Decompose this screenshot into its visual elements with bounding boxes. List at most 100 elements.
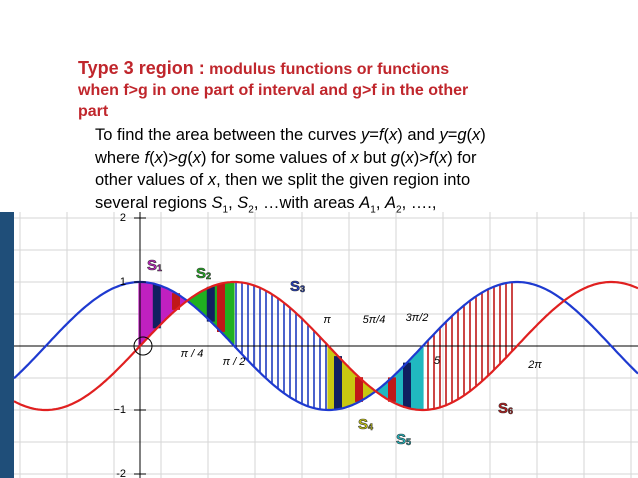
region-index: 5 — [406, 437, 411, 447]
region-label: S5 — [396, 431, 411, 448]
text-run: but — [358, 148, 391, 167]
text-run: g — [457, 126, 467, 144]
text-run: ) for some values of — [200, 148, 351, 167]
region-index: 1 — [157, 263, 162, 273]
text-run: y — [361, 126, 370, 144]
text-run: y — [439, 126, 448, 144]
text-run: , — [375, 193, 386, 212]
text-run: ) and — [397, 126, 440, 144]
text-run: g — [390, 148, 400, 167]
region-index: 3 — [300, 284, 305, 294]
text-run: ( — [149, 148, 155, 167]
text-run: ) — [480, 126, 486, 144]
title-line: part — [78, 103, 109, 120]
strip — [217, 283, 225, 332]
text-run: , then we split the given region into — [216, 171, 471, 189]
body-line: several regions S1, S2, …with areas A1, … — [95, 192, 486, 222]
region-index: 2 — [206, 271, 211, 281]
strip — [172, 293, 180, 310]
x-label: π — [323, 314, 331, 326]
body-line: other values of x, then we split the giv… — [95, 169, 486, 192]
text-run: S — [211, 193, 223, 212]
text-run: A — [385, 193, 397, 212]
text-run: where — [95, 148, 145, 167]
y-label: 2 — [120, 212, 126, 224]
text-run: x — [472, 126, 481, 144]
text-run: )> — [162, 148, 179, 167]
text-run: , …., — [401, 193, 437, 212]
region-letter: S — [147, 257, 157, 274]
region-label: S1 — [147, 257, 162, 274]
body-line: where f(x)>g(x) for some values of x but… — [95, 147, 486, 170]
sin-curve — [13, 280, 638, 412]
x-label: 2π — [527, 359, 542, 371]
text-run: f — [144, 148, 150, 167]
y-label: −1 — [113, 404, 126, 416]
region-letter: S — [290, 278, 300, 295]
subscript: 2 — [248, 203, 254, 215]
strip — [355, 377, 363, 402]
strip — [206, 286, 215, 322]
y-label: 1 — [120, 276, 126, 288]
text-run: other values of — [95, 171, 208, 189]
region-index: 6 — [508, 406, 513, 416]
strip — [334, 356, 342, 410]
body-line: To find the area between the curves y=f(… — [95, 124, 486, 147]
text-run: x — [192, 148, 201, 167]
text-run: , …with areas — [253, 193, 360, 212]
region-index: 4 — [368, 422, 373, 432]
region-label: S4 — [358, 416, 373, 433]
text-run: f — [378, 126, 384, 144]
region-label: S2 — [196, 265, 211, 282]
text-run: g — [178, 148, 188, 167]
subscript: 1 — [370, 203, 376, 215]
text-run: x — [207, 171, 217, 189]
region-letter: S — [358, 416, 368, 433]
text-run: x — [154, 148, 163, 167]
x-label: 3π/2 — [406, 312, 429, 324]
region-label: S3 — [290, 278, 305, 295]
text-run: = — [369, 126, 379, 144]
text-run: ( — [466, 126, 473, 144]
text-run: x — [350, 148, 359, 167]
text-run: f — [428, 148, 434, 167]
x-label: π / 2 — [223, 356, 246, 368]
title-line: when f>g in one part of interval and g>f… — [78, 82, 469, 99]
origin-mark — [133, 336, 153, 356]
region-letter: S — [498, 400, 508, 417]
text-run: )> — [413, 148, 429, 167]
subscript: 2 — [396, 203, 402, 215]
text-run: A — [359, 193, 371, 212]
title-line: modulus functions or functions — [209, 61, 450, 78]
region-letter: S — [396, 431, 406, 448]
y-label: -2 — [116, 468, 126, 478]
x-label: π / 4 — [181, 348, 204, 360]
text-run: ( — [187, 148, 193, 167]
strip — [403, 362, 411, 408]
strip — [152, 284, 161, 329]
side-bar — [0, 212, 14, 478]
text-run: ( — [383, 126, 389, 144]
text-run: ) for — [447, 148, 477, 167]
text-run: x — [438, 148, 448, 167]
text-run: = — [447, 126, 458, 144]
body-text: To find the area between the curves y=f(… — [95, 124, 486, 221]
subscript: 1 — [222, 203, 229, 215]
x-label: 5 — [434, 355, 441, 367]
x-label: 5π/4 — [363, 314, 386, 326]
cos-curve — [13, 280, 638, 412]
region-letter: S — [196, 265, 206, 282]
strip — [388, 377, 396, 402]
title: Type 3 region : modulus functions or fun… — [78, 58, 468, 122]
text-run: x — [405, 148, 414, 167]
text-run: To find the area between the curves — [95, 126, 361, 144]
text-run: , — [228, 193, 238, 212]
text-run: S — [237, 193, 249, 212]
region-label: S6 — [498, 400, 513, 417]
text-run: ( — [433, 148, 439, 167]
text-run: x — [388, 126, 398, 144]
text-run: several regions — [95, 193, 212, 212]
text-run: ( — [399, 148, 406, 167]
